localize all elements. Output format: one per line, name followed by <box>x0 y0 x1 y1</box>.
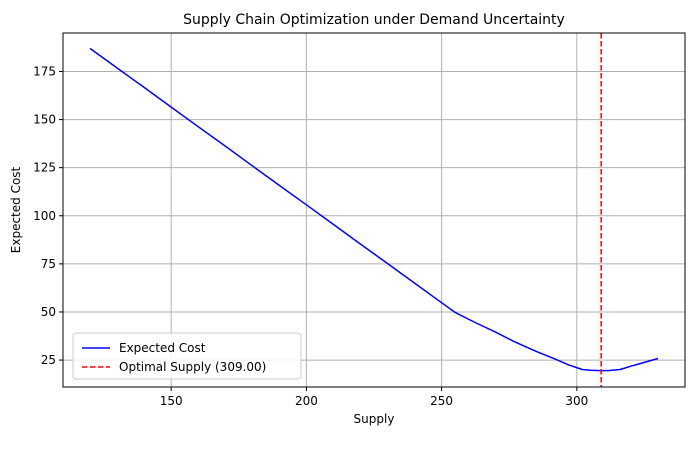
chart-title: Supply Chain Optimization under Demand U… <box>183 12 565 28</box>
y-tick-label: 75 <box>41 257 56 271</box>
legend-item-optimal-supply-label: Optimal Supply (309.00) <box>119 360 266 374</box>
grid <box>63 33 685 387</box>
legend-item-expected-cost-label: Expected Cost <box>119 341 206 355</box>
ticks: 150 200 250 300 25 50 75 100 125 150 175 <box>33 64 588 408</box>
y-tick-label: 100 <box>33 209 56 223</box>
legend: Expected Cost Optimal Supply (309.00) <box>72 332 302 380</box>
x-tick-label: 250 <box>430 394 453 408</box>
x-axis-label: Supply <box>354 412 395 426</box>
plot-frame <box>62 32 686 388</box>
series-line-expected-cost <box>89 47 659 372</box>
y-tick-label: 125 <box>33 161 56 175</box>
x-tick-label: 150 <box>160 394 183 408</box>
y-tick-label: 25 <box>41 353 56 367</box>
y-axis-label: Expected Cost <box>9 166 23 253</box>
y-tick-label: 50 <box>41 305 56 319</box>
legend-box <box>72 332 302 380</box>
y-tick-label: 175 <box>33 64 56 78</box>
plot-data <box>89 33 659 387</box>
x-tick-label: 200 <box>295 394 318 408</box>
y-tick-label: 150 <box>33 113 56 127</box>
x-tick-label: 300 <box>565 394 588 408</box>
